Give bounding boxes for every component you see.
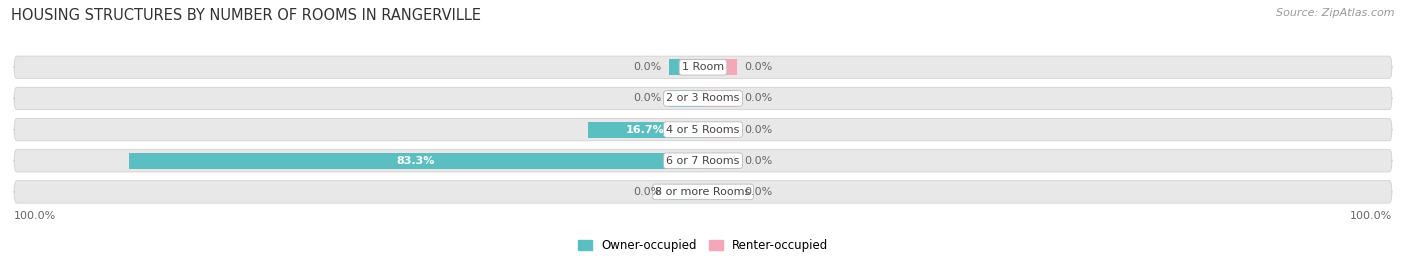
Text: 2 or 3 Rooms: 2 or 3 Rooms bbox=[666, 93, 740, 103]
Bar bbox=[669, 184, 703, 200]
FancyBboxPatch shape bbox=[14, 87, 1392, 110]
Bar bbox=[588, 122, 703, 138]
Text: 0.0%: 0.0% bbox=[744, 93, 772, 103]
Text: 0.0%: 0.0% bbox=[744, 156, 772, 166]
Bar bbox=[129, 153, 703, 169]
Bar bbox=[669, 90, 703, 107]
Text: 100.0%: 100.0% bbox=[1350, 211, 1392, 221]
Text: 0.0%: 0.0% bbox=[744, 62, 772, 72]
Legend: Owner-occupied, Renter-occupied: Owner-occupied, Renter-occupied bbox=[572, 234, 834, 256]
Text: 8 or more Rooms: 8 or more Rooms bbox=[655, 187, 751, 197]
Text: 4 or 5 Rooms: 4 or 5 Rooms bbox=[666, 124, 740, 135]
Text: 0.0%: 0.0% bbox=[744, 124, 772, 135]
Text: 16.7%: 16.7% bbox=[626, 124, 665, 135]
Bar bbox=[703, 184, 738, 200]
Text: 0.0%: 0.0% bbox=[744, 187, 772, 197]
FancyBboxPatch shape bbox=[14, 181, 1392, 203]
Bar bbox=[703, 122, 738, 138]
Text: 0.0%: 0.0% bbox=[634, 187, 662, 197]
Bar bbox=[669, 59, 703, 75]
FancyBboxPatch shape bbox=[14, 118, 1392, 141]
Bar bbox=[703, 153, 738, 169]
Text: 100.0%: 100.0% bbox=[14, 211, 56, 221]
Text: 1 Room: 1 Room bbox=[682, 62, 724, 72]
Bar bbox=[703, 59, 738, 75]
Text: 0.0%: 0.0% bbox=[634, 93, 662, 103]
Text: 6 or 7 Rooms: 6 or 7 Rooms bbox=[666, 156, 740, 166]
FancyBboxPatch shape bbox=[14, 56, 1392, 79]
Bar bbox=[703, 90, 738, 107]
Text: 83.3%: 83.3% bbox=[396, 156, 436, 166]
Text: HOUSING STRUCTURES BY NUMBER OF ROOMS IN RANGERVILLE: HOUSING STRUCTURES BY NUMBER OF ROOMS IN… bbox=[11, 8, 481, 23]
Text: 0.0%: 0.0% bbox=[634, 62, 662, 72]
FancyBboxPatch shape bbox=[14, 150, 1392, 172]
Text: Source: ZipAtlas.com: Source: ZipAtlas.com bbox=[1277, 8, 1395, 18]
